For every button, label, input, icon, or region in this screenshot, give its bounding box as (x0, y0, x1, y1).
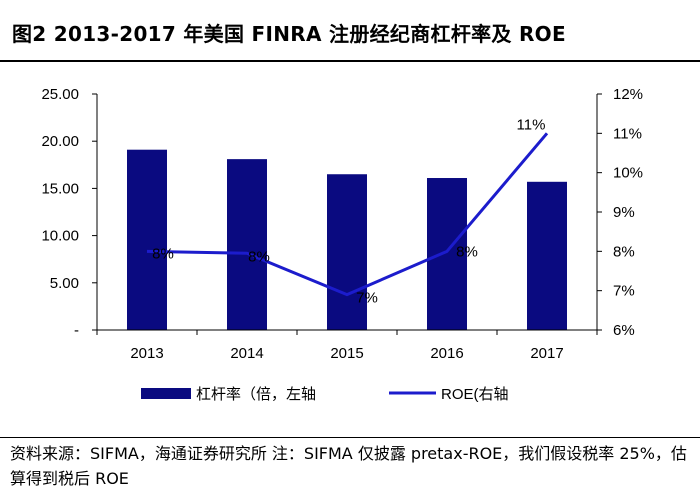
x-tick-label: 2016 (430, 345, 463, 362)
legend-line-label: ROE(右轴 (441, 386, 509, 403)
left-tick-label: 25.00 (41, 86, 79, 103)
right-axis: 6% 7% 8% 9% 10% 11% 12% (596, 86, 643, 339)
x-axis: 2013 2014 2015 2016 2017 (96, 329, 598, 362)
right-tick-label: 6% (613, 322, 635, 339)
right-tick-label: 10% (613, 165, 643, 182)
source-divider (0, 437, 700, 438)
right-tick-label: 11% (613, 125, 642, 142)
right-tick-label: 9% (613, 204, 635, 221)
source-note: 资料来源：SIFMA，海通证券研究所 注：SIFMA 仅披露 pretax-RO… (10, 444, 687, 488)
left-tick-label: 20.00 (41, 133, 79, 150)
x-tick-label: 2014 (230, 345, 263, 362)
roe-data-label: 8% (248, 248, 270, 265)
roe-line (146, 132, 549, 297)
bar-2013 (127, 149, 167, 330)
roe-data-label: 7% (356, 290, 378, 307)
bar-series (127, 149, 567, 330)
title-divider (0, 60, 700, 62)
left-tick-label: 5.00 (50, 275, 79, 292)
legend-bar-swatch (141, 388, 191, 399)
bar-2015 (327, 174, 367, 330)
legend: 杠杆率（倍，左轴 ROE(右轴 (141, 386, 509, 403)
x-tick-label: 2013 (130, 345, 163, 362)
left-axis: - 5.00 10.00 15.00 20.00 25.00 (41, 86, 98, 339)
x-tick-label: 2017 (530, 345, 563, 362)
left-tick-label: 10.00 (41, 228, 79, 245)
x-tick-label: 2015 (330, 345, 363, 362)
roe-data-label: 11% (517, 116, 546, 133)
right-tick-label: 7% (613, 283, 635, 300)
legend-bar-label: 杠杆率（倍，左轴 (196, 386, 316, 403)
roe-data-label: 8% (152, 245, 174, 262)
roe-data-label: 8% (456, 243, 478, 260)
left-tick-label: 15.00 (41, 180, 79, 197)
chart-title: 图2 2013-2017 年美国 FINRA 注册经纪商杠杆率及 ROE (12, 22, 566, 46)
right-tick-label: 12% (613, 86, 643, 103)
line-series: 8% 8% 7% 8% 11% (146, 116, 549, 307)
bar-2017 (527, 181, 567, 330)
chart-area: - 5.00 10.00 15.00 20.00 25.00 6% 7% 8% 9% 10% 11%… (41, 86, 643, 403)
bar-2016 (427, 178, 467, 330)
right-tick-label: 8% (613, 243, 635, 260)
bar-2014 (227, 159, 267, 330)
left-tick-label: - (74, 322, 79, 339)
